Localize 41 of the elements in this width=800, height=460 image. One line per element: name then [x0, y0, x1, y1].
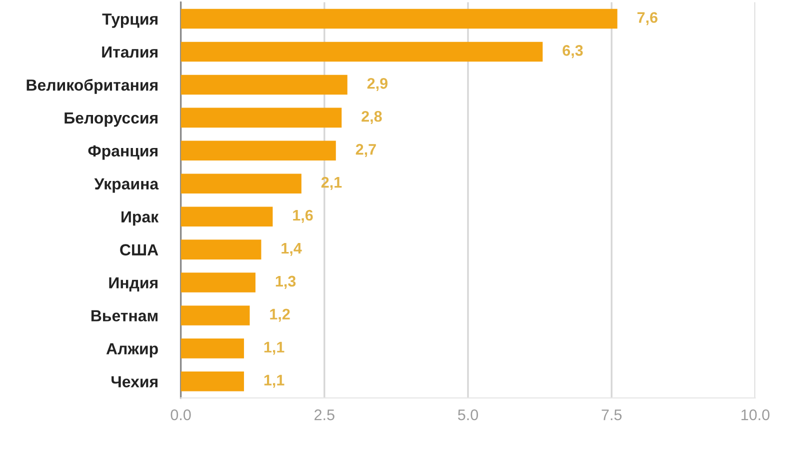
bar — [180, 174, 302, 194]
data-label: 2,1 — [321, 176, 342, 190]
y-tick-label: Вьетнам — [91, 310, 158, 322]
bar — [180, 306, 250, 326]
y-tick-label: Алжир — [106, 343, 158, 358]
data-label: 2,9 — [367, 78, 388, 92]
bar — [180, 74, 348, 95]
data-label: 7,6 — [637, 12, 658, 26]
data-label: 2,7 — [356, 144, 376, 157]
y-tick-label: Украина — [94, 178, 159, 193]
y-tick-label: Белоруссия — [64, 112, 158, 127]
x-tick-label: 7.5 — [602, 410, 622, 420]
x-tick-label: 5.0 — [458, 409, 478, 420]
data-label: 6,3 — [562, 45, 583, 58]
data-label: 1,1 — [264, 374, 284, 388]
bar — [180, 338, 244, 358]
y-tick-label: Ирак — [122, 211, 159, 226]
x-tick-label: 10.0 — [742, 409, 770, 420]
x-tick-label: 2.5 — [314, 409, 334, 420]
y-tick-label: Чехия — [112, 376, 158, 388]
bar — [180, 108, 342, 128]
bar — [180, 8, 618, 29]
y-tick-label: Турция — [102, 14, 158, 28]
y-tick-label: Индия — [109, 277, 158, 292]
bar — [180, 140, 336, 161]
y-tick-label: Италия — [102, 46, 158, 58]
bar — [180, 272, 256, 292]
data-label: 2,8 — [362, 110, 382, 124]
bar — [180, 42, 543, 62]
y-tick-label: США — [120, 244, 158, 256]
data-label: 1,2 — [270, 308, 290, 322]
data-label: 1,3 — [276, 276, 296, 289]
bar — [180, 372, 244, 392]
bar — [180, 240, 262, 260]
bar — [180, 206, 273, 226]
data-label: 1,1 — [264, 342, 284, 355]
y-tick-label: Франция — [88, 145, 158, 160]
y-tick-label: Великобритания — [26, 78, 158, 94]
x-tick-label: 0.0 — [170, 409, 191, 420]
data-label: 1,6 — [293, 210, 313, 223]
data-label: 1,4 — [282, 242, 302, 256]
